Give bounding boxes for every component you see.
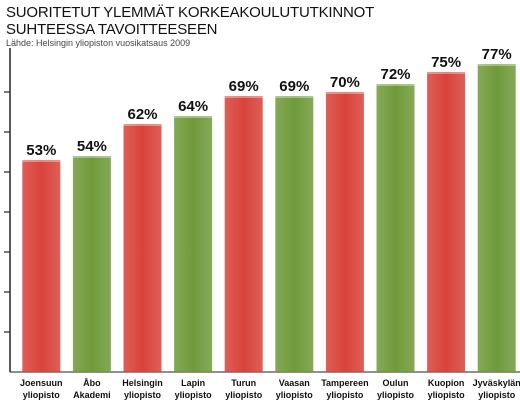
- bar-cap: [224, 96, 263, 98]
- x-tick-label: yliopisto: [428, 390, 466, 400]
- x-tick-label: Vaasan: [279, 378, 310, 388]
- x-tick-label: Turun: [231, 378, 256, 388]
- bar-3: [123, 124, 162, 372]
- x-tick-label: Lapin: [181, 378, 205, 388]
- bar-8: [376, 84, 415, 372]
- data-label: 70%: [330, 74, 360, 91]
- data-label: 53%: [26, 142, 56, 159]
- bar-4: [174, 116, 213, 372]
- bar-cap: [22, 160, 61, 162]
- x-tick-label: Tampereen: [321, 378, 368, 388]
- x-tick-label: yliopisto: [175, 390, 213, 400]
- chart-title-line2: SUHTEESSA TAVOITTEESEEN: [6, 21, 218, 38]
- bar-cap: [123, 124, 162, 126]
- x-tick-label: Helsingin: [122, 378, 163, 388]
- data-label: 69%: [279, 78, 309, 95]
- bar-1: [22, 160, 61, 372]
- x-tick-label: Oulun: [383, 378, 409, 388]
- data-label: 72%: [380, 66, 410, 83]
- x-tick-label: yliopisto: [276, 390, 314, 400]
- bar-2: [72, 156, 111, 372]
- bar-cap: [275, 96, 314, 98]
- x-tick-label: Åbo: [83, 378, 101, 388]
- data-label: 62%: [127, 106, 157, 123]
- x-tick-label: yliopisto: [377, 390, 415, 400]
- data-label: 64%: [178, 98, 208, 115]
- x-tick-label: Akademi: [73, 390, 111, 400]
- bar-cap: [477, 64, 516, 66]
- bar-5: [224, 96, 263, 372]
- x-tick-label: Kuopion: [428, 378, 465, 388]
- x-tick-label: Joensuun: [20, 378, 63, 388]
- data-label: 77%: [482, 46, 512, 63]
- bar-cap: [376, 84, 415, 86]
- bar-10: [477, 64, 516, 372]
- x-tick-label: yliopisto: [326, 390, 364, 400]
- data-label: 54%: [77, 138, 107, 155]
- bar-cap: [72, 156, 111, 158]
- bar-cap: [427, 72, 466, 74]
- chart-title-line1: SUORITETUT YLEMMÄT KORKEAKOULUTUTKINNOT: [6, 4, 375, 21]
- x-tick-label: yliopisto: [225, 390, 263, 400]
- data-label: 75%: [431, 54, 461, 71]
- chart-source: Lähde: Helsingin yliopiston vuosikatsaus…: [6, 38, 191, 48]
- x-tick-label: yliopisto: [23, 390, 61, 400]
- bar-9: [427, 72, 466, 372]
- data-label: 69%: [229, 78, 259, 95]
- chart-title: SUORITETUT YLEMMÄT KORKEAKOULUTUTKINNOT …: [6, 4, 374, 38]
- bar-6: [275, 96, 314, 372]
- bar-7: [325, 92, 364, 372]
- x-tick-label: yliopisto: [124, 390, 162, 400]
- x-tick-label: yliopisto: [478, 390, 516, 400]
- x-tick-label: Jyväskylän: [473, 378, 520, 388]
- bar-cap: [325, 92, 364, 94]
- bar-cap: [174, 116, 213, 118]
